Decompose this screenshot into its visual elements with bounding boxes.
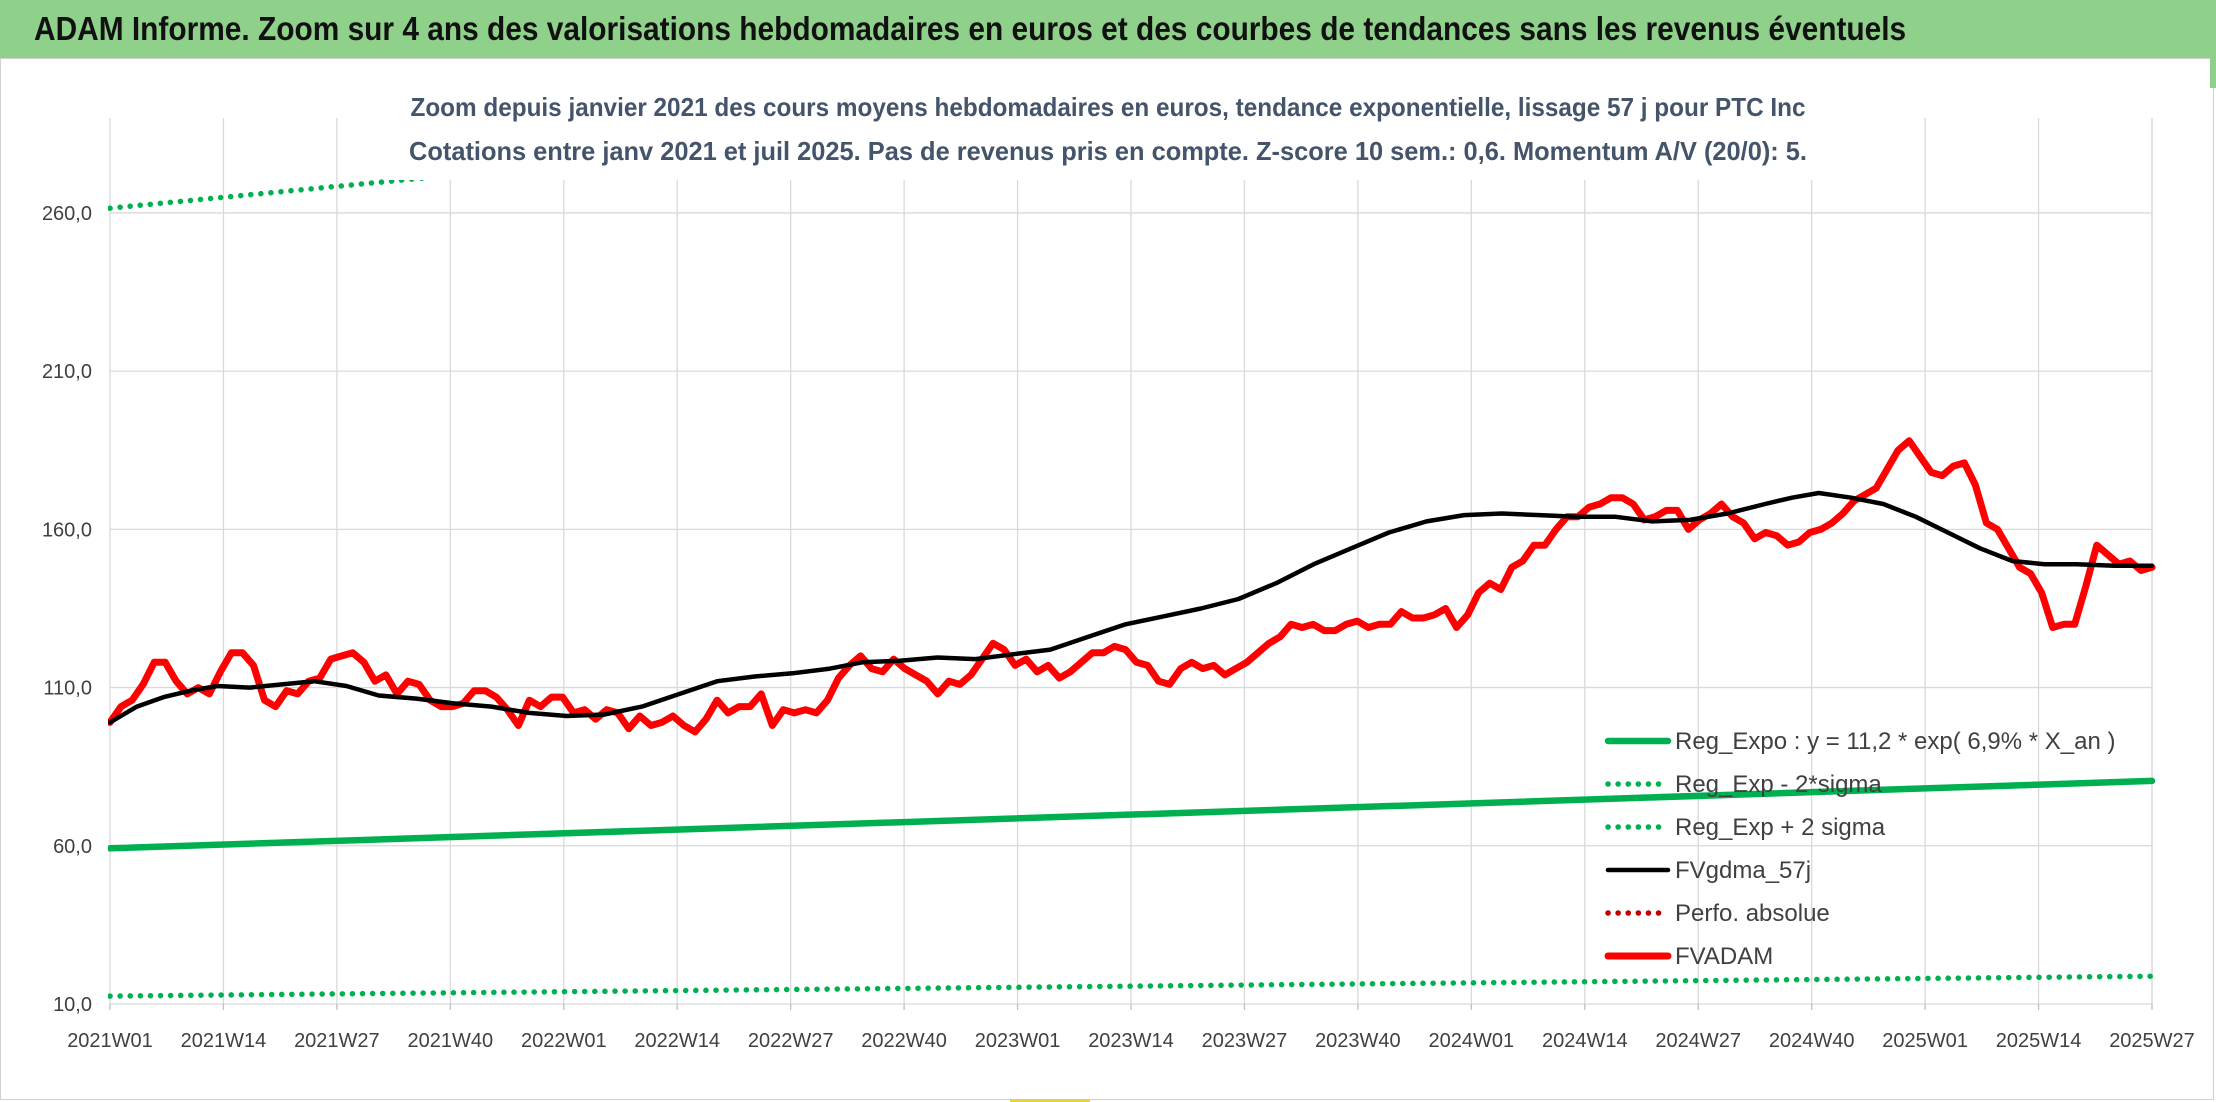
x-tick-label: 2024W27 [1655, 1030, 1741, 1052]
legend-label: Reg_Expo : y = 11,2 * exp( 6,9% * X_an ) [1675, 728, 2115, 755]
legend-label: Perfo. absolue [1675, 900, 1830, 927]
x-tick-label: 2025W27 [2109, 1030, 2195, 1052]
x-tick-label: 2021W27 [294, 1030, 380, 1052]
chart-title: Zoom depuis janvier 2021 des cours moyen… [411, 92, 1806, 122]
y-tick-label: 260,0 [42, 203, 92, 225]
chart-subtitle: Cotations entre janv 2021 et juil 2025. … [409, 136, 1807, 166]
x-tick-label: 2022W27 [748, 1030, 834, 1052]
x-tick-label: 2021W40 [408, 1030, 494, 1052]
x-tick-label: 2022W40 [861, 1030, 947, 1052]
y-tick-label: 110,0 [43, 678, 92, 700]
x-tick-label: 2025W01 [1882, 1030, 1968, 1052]
x-tick-label: 2023W40 [1315, 1030, 1401, 1052]
legend-label: FVADAM [1675, 943, 1773, 970]
y-tick-label: 60,0 [53, 836, 92, 858]
x-tick-label: 2024W40 [1769, 1030, 1855, 1052]
legend-label: FVgdma_57j [1675, 857, 1811, 884]
x-axis: 2021W01 2021W14 2021W27 2021W40 2022W01 2022W… [67, 1004, 2195, 1052]
legend-label: Reg_Exp - 2*sigma [1675, 771, 1882, 798]
header-edge-strip [2210, 58, 2216, 88]
series-line-reg-expo-y-11-2-exp-6-9-x-an [108, 777, 2156, 852]
series-line-fvgdma-57j [108, 490, 2155, 725]
x-tick-label: 2021W01 [67, 1030, 153, 1052]
y-axis: 10,0 60,0 110,0 160,0 210,0 260,0 [42, 203, 92, 1016]
y-tick-label: 160,0 [42, 519, 92, 541]
x-tick-label: 2023W27 [1202, 1030, 1288, 1052]
x-tick-label: 2023W14 [1088, 1030, 1174, 1052]
x-tick-label: 2023W01 [975, 1030, 1061, 1052]
x-tick-label: 2021W14 [181, 1030, 267, 1052]
x-tick-label: 2025W14 [1996, 1030, 2082, 1052]
report-title: ADAM Informe. Zoom sur 4 ans des valoris… [34, 10, 1907, 47]
y-tick-label: 210,0 [42, 361, 92, 383]
legend-label: Reg_Exp + 2 sigma [1675, 814, 1886, 841]
series-line-reg-exp-2-sigma [108, 973, 2155, 999]
x-tick-label: 2024W01 [1429, 1030, 1515, 1052]
chart-frame [0, 58, 2214, 1100]
x-tick-label: 2022W01 [521, 1030, 607, 1052]
chart-legend: Reg_Expo : y = 11,2 * exp( 6,9% * X_an )… [1604, 728, 2115, 970]
y-tick-label: 10,0 [53, 994, 92, 1016]
series-line-fvadam [108, 437, 2156, 736]
grid-lines [109, 118, 2153, 1005]
x-tick-label: 2024W14 [1542, 1030, 1628, 1052]
x-tick-label: 2022W14 [634, 1030, 720, 1052]
chart-title-background [385, 88, 1825, 180]
bottom-accent-strip [1010, 1099, 1090, 1102]
report-header: ADAM Informe. Zoom sur 4 ans des valoris… [0, 0, 2216, 58]
